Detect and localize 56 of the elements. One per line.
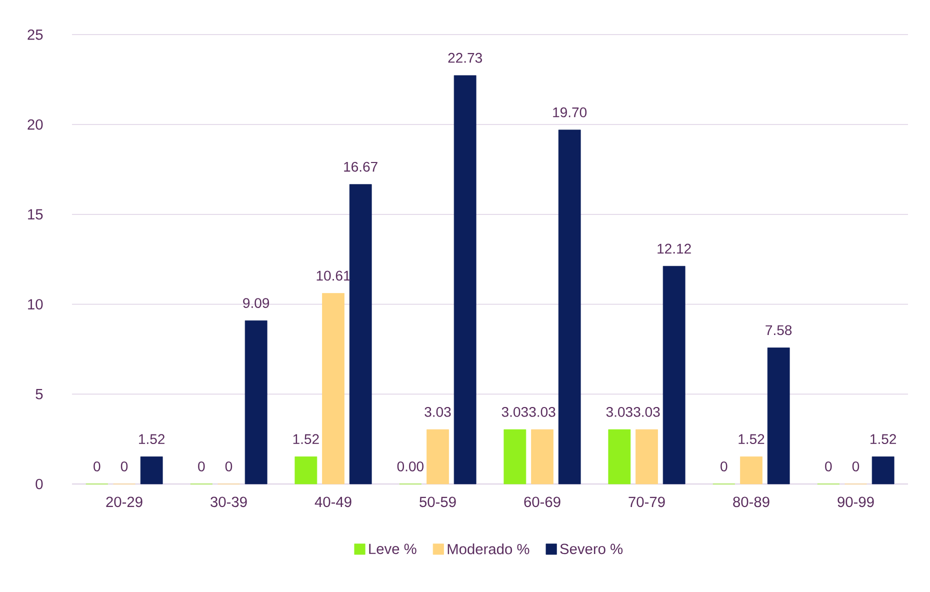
bar [636,429,658,484]
bar [349,184,372,484]
x-tick-label: 90-99 [838,496,874,508]
data-label: 0 [852,461,860,472]
data-label: 3.03 [424,406,451,417]
data-label: 1.52 [870,434,896,444]
bar [322,293,344,484]
data-label: 1.52 [293,434,319,444]
data-label: 0 [225,461,232,472]
legend-label: Leve % [369,544,416,554]
data-label: 0 [120,461,128,472]
data-label: 19.70 [553,107,587,118]
bar [662,266,686,484]
bar [872,456,894,484]
bar [294,456,318,484]
bar [244,320,268,484]
x-tick-label: 80-89 [733,496,770,508]
data-label: 22.73 [448,52,482,63]
bar [504,429,526,484]
legend-label: Moderado % [448,544,530,554]
data-label: 0 [720,461,728,472]
data-label: 0 [198,461,205,472]
x-tick-label: 20-29 [106,496,142,508]
bar [140,456,163,484]
bar [454,75,476,484]
data-label: 3.03 [606,406,632,417]
data-label: 12.12 [658,244,691,254]
y-tick-label: 0 [36,478,43,490]
x-tick-label: 60-69 [524,496,560,508]
data-label: 1.52 [139,434,164,444]
data-label: 3.03 [529,406,556,417]
data-label: 3.03 [634,406,660,417]
y-tick-label: 10 [28,299,43,310]
data-label: 3.03 [502,406,528,417]
bar [608,429,631,484]
bar [740,456,762,484]
y-tick-label: 25 [28,29,43,40]
bar [531,429,554,484]
bar [558,130,581,484]
data-label: 9.09 [243,298,270,308]
data-label: 0 [94,461,100,472]
bar [426,429,449,484]
x-tick-label: 70-79 [628,496,665,508]
y-tick-label: 5 [36,389,43,400]
data-label: 1.52 [738,434,764,444]
data-label: 0 [825,461,832,472]
data-label: 0.00 [397,461,424,472]
x-tick-label: 50-59 [420,496,456,508]
y-tick-label: 15 [28,209,43,220]
legend-label: Severo % [560,544,623,554]
x-tick-label: 40-49 [314,496,352,508]
bar [767,348,790,484]
data-label: 7.58 [766,325,792,336]
data-label: 16.67 [344,162,378,172]
x-tick-label: 30-39 [210,496,247,508]
y-tick-label: 20 [28,119,43,130]
